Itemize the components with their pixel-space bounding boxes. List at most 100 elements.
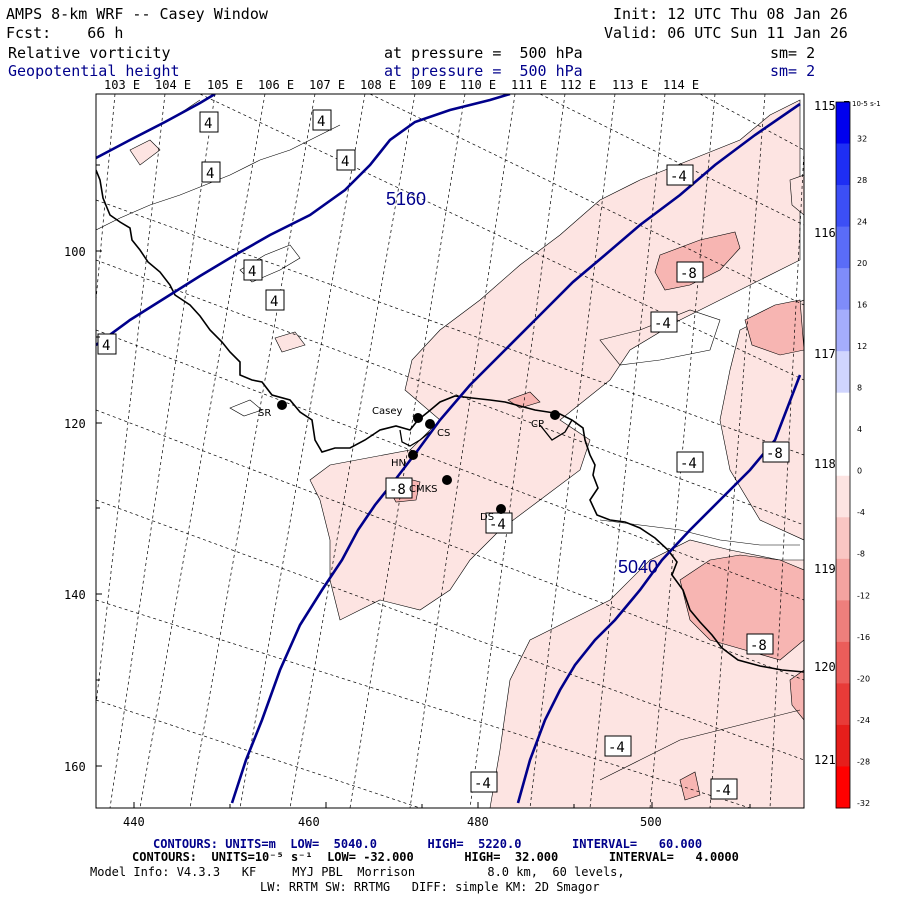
station-marker: [413, 413, 423, 423]
colorbar-unit: 10-5 s-1: [852, 100, 881, 108]
vorticity-label: -8: [766, 446, 783, 462]
y-tick-label: 160: [64, 760, 86, 774]
init-time: Init: 12 UTC Thu 08 Jan 26: [613, 5, 848, 23]
footer-model-info: Model Info: V4.3.3 KF MYJ PBL Morrison 8…: [90, 865, 625, 879]
vorticity-label: -4: [608, 740, 625, 756]
graticule: [96, 94, 804, 808]
map-title: AMPS 8-km WRF -- Casey Window: [6, 5, 268, 23]
positive-vorticity-labels: 4 4 4 4 4 4 4: [97, 109, 356, 355]
colorbar-swatch: [836, 600, 850, 643]
colorbar-label: 0: [857, 467, 862, 476]
height-contour-label: 5040: [618, 557, 658, 577]
colorbar-swatch: [836, 434, 850, 477]
negative-vorticity-labels: -4 -8 -4 -4 -8 -8 -4 -4 -4 -8 -4: [385, 164, 790, 800]
lon-label-top: 109 E: [410, 78, 447, 92]
colorbar-swatch: [836, 226, 850, 269]
colorbar: 32 28 24 20 16 12 8 4 0 -4 -8 -12 -16 -20 -24 -28 -32: [836, 102, 870, 809]
colorbar-label: -24: [857, 716, 870, 725]
stations: SR Casey CS CP HN CMKS DS: [258, 400, 560, 523]
station-label: DS: [480, 512, 494, 523]
colorbar-label: -12: [857, 591, 870, 600]
station-marker: [425, 419, 435, 429]
colorbar-label: 32: [857, 134, 867, 143]
height-contour-label: 5160: [386, 189, 426, 209]
colorbar-label: -16: [857, 633, 870, 642]
colorbar-frame: [835, 101, 851, 809]
station-marker: [408, 450, 418, 460]
lon-label-top: 106 E: [258, 78, 295, 92]
station-label: CS: [437, 428, 450, 439]
colorbar-swatch: [836, 475, 850, 518]
colorbar-label: -28: [857, 757, 870, 766]
lon-label-top: 111 E: [511, 78, 548, 92]
lon-label-top: 112 E: [560, 78, 597, 92]
vorticity-label: 4: [102, 338, 110, 354]
colorbar-label: 8: [857, 384, 862, 393]
colorbar-swatch: [836, 641, 850, 684]
footer-physics-info: LW: RRTM SW: RRTMG DIFF: simple KM: 2D S…: [260, 880, 600, 894]
vorticity-label: -8: [680, 266, 697, 282]
colorbar-label: 4: [857, 425, 862, 434]
x-tick-label: 480: [467, 815, 489, 829]
plot-frame: [95, 93, 805, 809]
x-tick-label: 460: [298, 815, 320, 829]
y-tick-label: 120: [64, 417, 86, 431]
field1-level: at pressure = 500 hPa: [384, 44, 583, 62]
neg-vorticity-region: [309, 99, 801, 621]
colorbar-swatch: [836, 766, 850, 809]
colorbar-swatch: [836, 351, 850, 394]
x-tick-labels: 440 460 480 500: [123, 815, 662, 829]
vorticity-label: 4: [317, 114, 325, 130]
vorticity-contour: [599, 519, 800, 546]
height-contours: [96, 94, 802, 804]
lon-label-top: 103 E: [104, 78, 141, 92]
lon-label-top: 114 E: [663, 78, 700, 92]
vorticity-label: -4: [680, 456, 697, 472]
vorticity-contour: [229, 399, 263, 417]
lon-label-top: 107 E: [309, 78, 346, 92]
y-tick-label: 100: [64, 245, 86, 259]
station-marker: [550, 410, 560, 420]
vorticity-contour: [599, 309, 721, 366]
field2-level: at pressure = 500 hPa: [384, 62, 583, 80]
colorbar-label: 20: [857, 259, 867, 268]
vorticity-label: 4: [270, 294, 278, 310]
colorbar-label: -32: [857, 799, 870, 808]
colorbar-label: -8: [857, 550, 865, 559]
field1-name: Relative vorticity: [8, 44, 171, 62]
colorbar-swatch: [836, 683, 850, 726]
colorbar-label: 28: [857, 176, 867, 185]
vorticity-contour: [599, 709, 801, 781]
lon-label-top: 104 E: [155, 78, 192, 92]
vorticity-label: 4: [341, 154, 349, 170]
colorbar-swatch: [836, 724, 850, 767]
colorbar-label: 24: [857, 218, 867, 227]
lon-label-top: 113 E: [612, 78, 649, 92]
neg-vorticity-region: [789, 669, 804, 721]
colorbar-label: -20: [857, 674, 870, 683]
field2-name: Geopotential height: [8, 62, 180, 80]
coastline-inlet: [539, 419, 573, 441]
neg-vorticity-region: [654, 231, 741, 291]
vorticity-label: 4: [204, 116, 212, 132]
vorticity-label: 4: [248, 264, 256, 280]
y-tick-label: 140: [64, 588, 86, 602]
footer-vorticity-contours: CONTOURS: UNITS=10⁻⁵ s⁻¹ LOW= -32.000 HI…: [132, 850, 739, 864]
colorbar-swatch: [836, 143, 850, 186]
vorticity-label: -4: [714, 783, 731, 799]
colorbar-label: 16: [857, 301, 867, 310]
station-label: Casey: [372, 406, 402, 417]
colorbar-swatch: [836, 309, 850, 352]
vorticity-contour: [239, 244, 301, 283]
vorticity-label: -8: [750, 638, 767, 654]
x-tick-label: 440: [123, 815, 145, 829]
field2-smoothing: sm= 2: [770, 62, 816, 80]
neg-vorticity-region: [679, 771, 701, 801]
station-label: SR: [258, 408, 271, 419]
x-tick-label: 500: [640, 815, 662, 829]
y-tick-labels: 100 120 140 160: [64, 245, 86, 774]
neg-vorticity-region: [744, 299, 804, 356]
coastline: [96, 169, 804, 673]
neg-vorticity-region: [274, 331, 306, 353]
